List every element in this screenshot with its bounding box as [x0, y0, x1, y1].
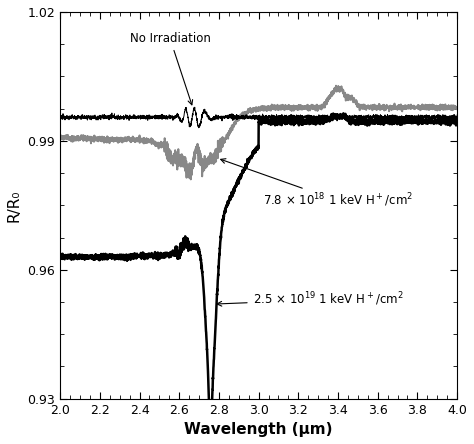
Y-axis label: R/R₀: R/R₀ — [7, 189, 22, 222]
X-axis label: Wavelength (μm): Wavelength (μm) — [184, 422, 333, 437]
Text: 7.8 × 10$^{18}$ 1 keV H$^+$/cm$^2$: 7.8 × 10$^{18}$ 1 keV H$^+$/cm$^2$ — [221, 159, 413, 210]
Text: No Irradiation: No Irradiation — [129, 32, 210, 105]
Text: 2.5 × 10$^{19}$ 1 keV H$^+$/cm$^2$: 2.5 × 10$^{19}$ 1 keV H$^+$/cm$^2$ — [217, 291, 403, 308]
